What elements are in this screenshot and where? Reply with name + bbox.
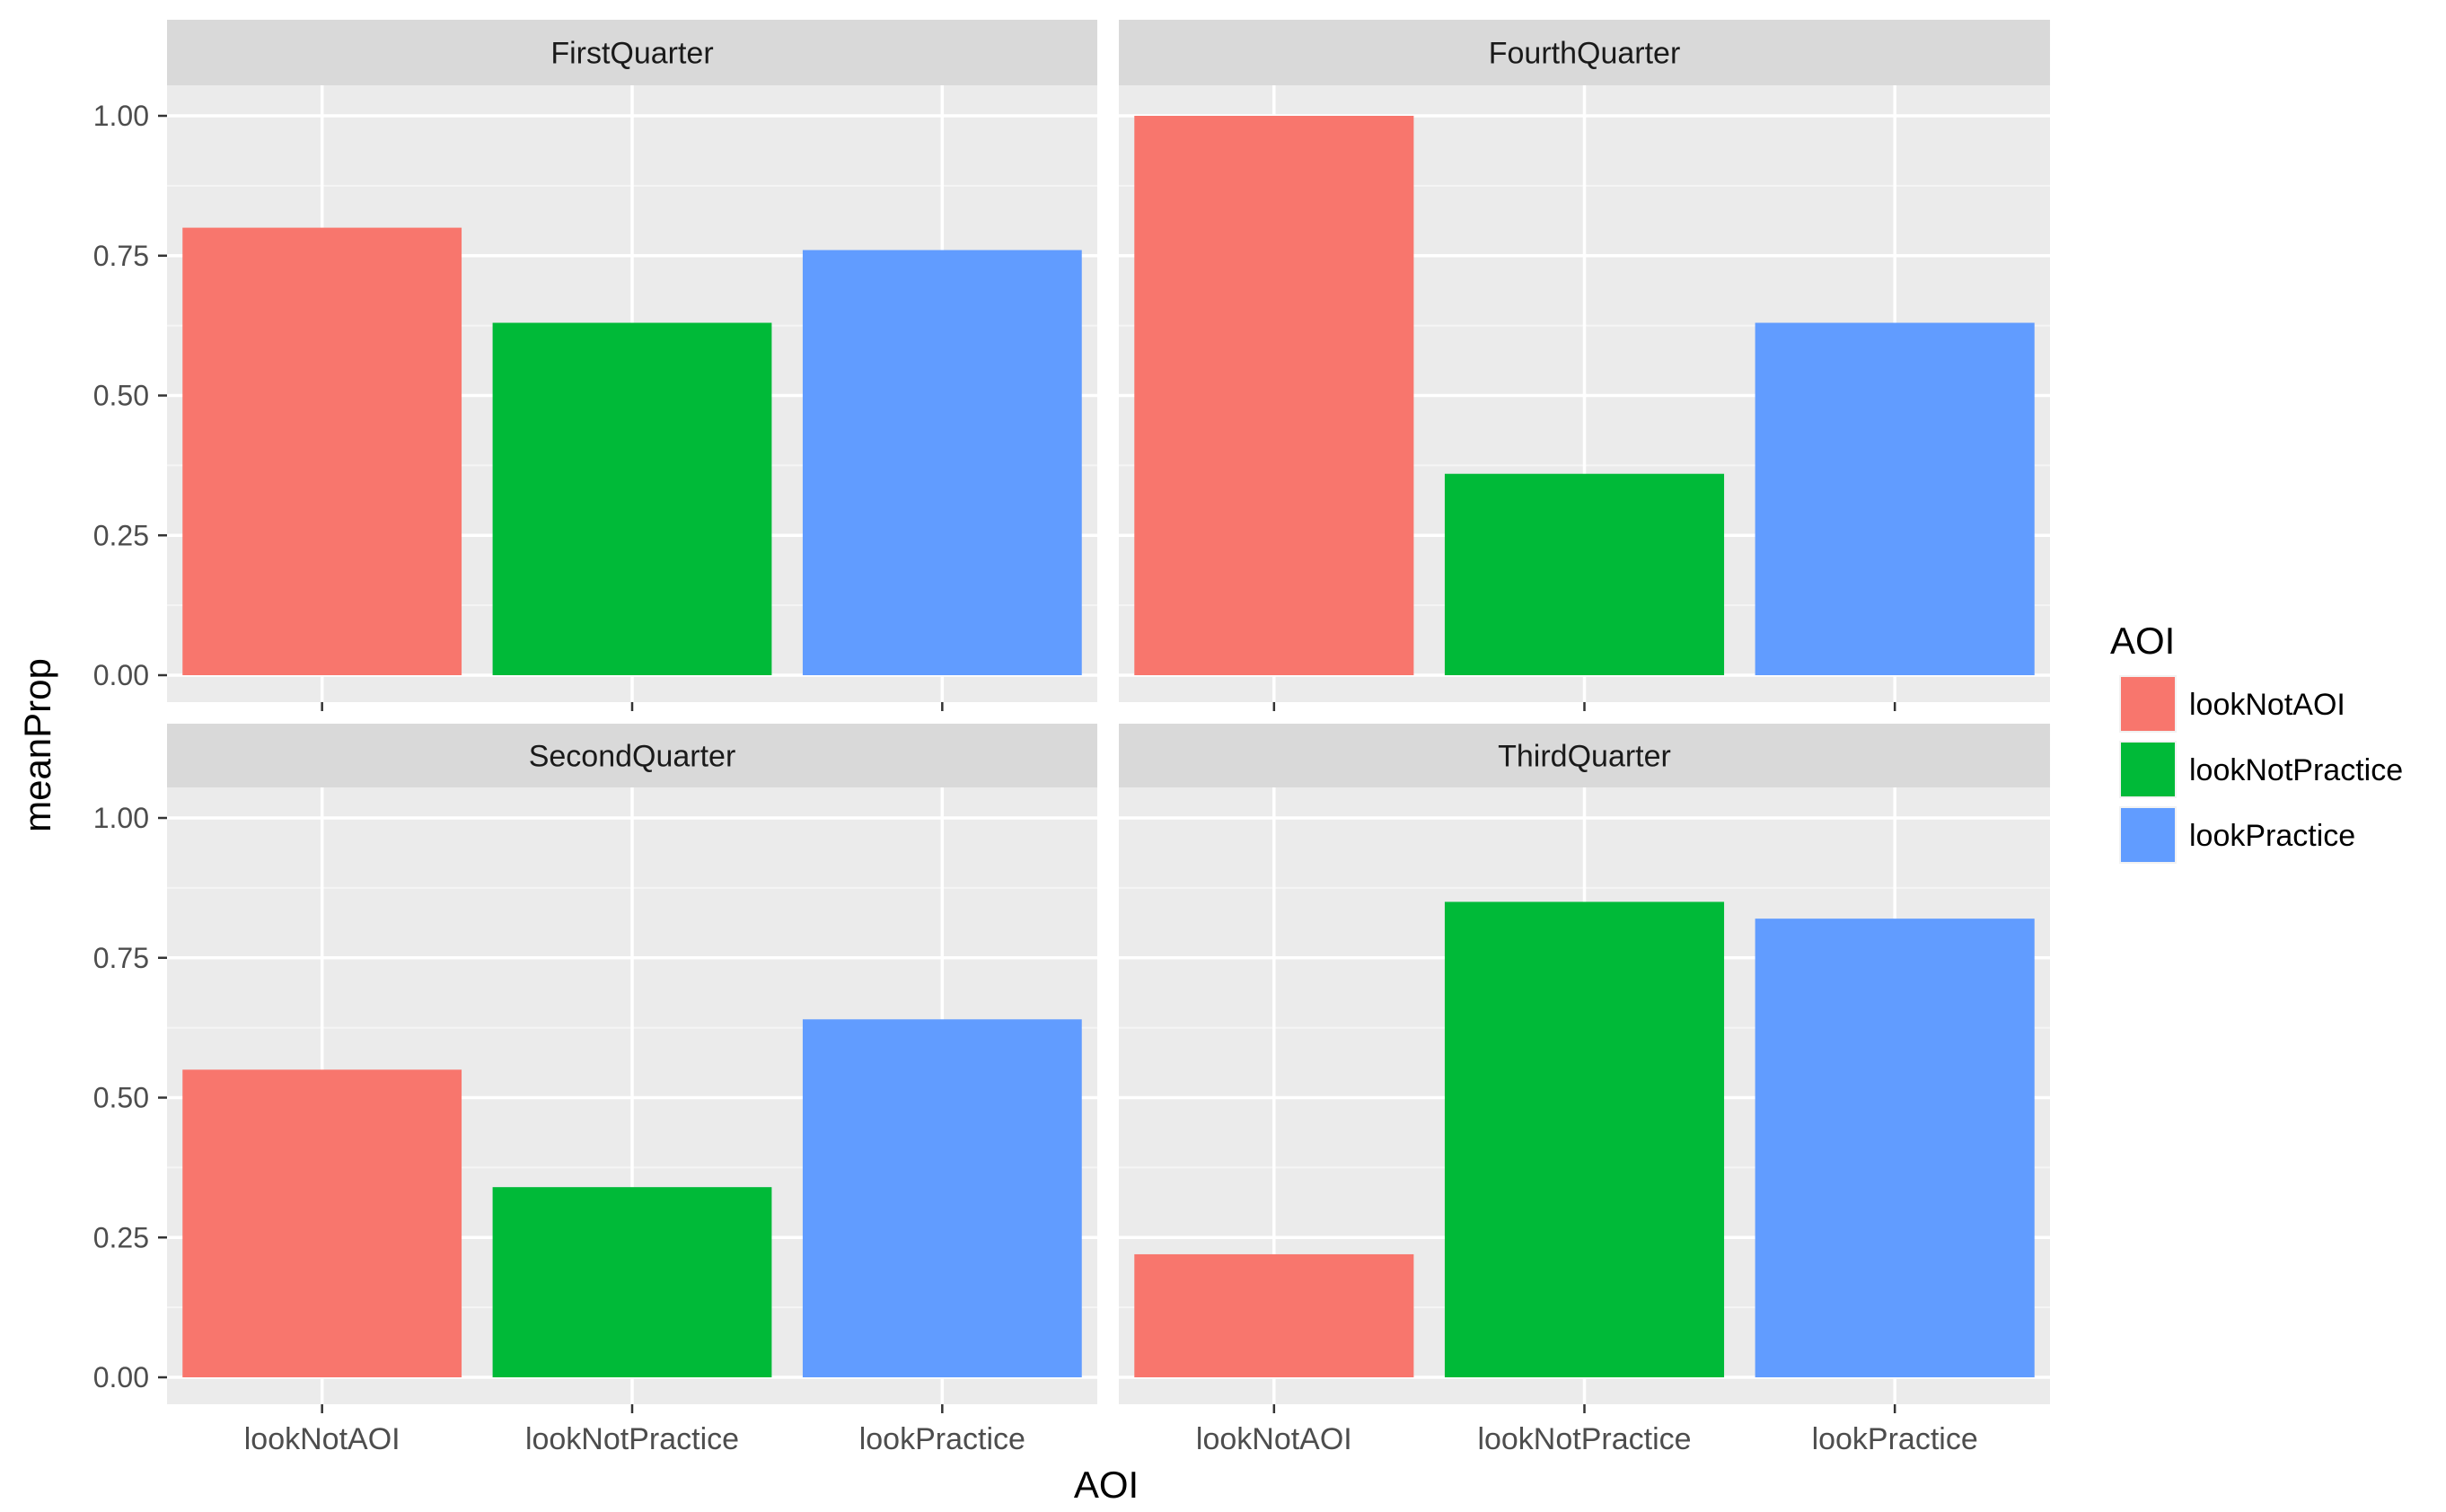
y-tick-label: 0.75 [93,942,149,974]
x-tick-label: lookNotAOI [244,1422,400,1456]
legend-label: lookNotPractice [2189,753,2403,787]
y-tick-label: 0.50 [93,380,149,412]
facet-strip-title: ThirdQuarter [1498,740,1671,774]
bar-lookNotAOI [182,227,462,675]
bar-lookNotAOI [182,1069,462,1377]
y-axis-title: meanProp [16,658,58,832]
facet-strip [167,724,1097,787]
facet-strip-title: SecondQuarter [529,740,736,774]
facet-strip-title: FourthQuarter [1489,37,1681,71]
x-tick-label: lookNotPractice [525,1422,739,1456]
bar-lookPractice [1755,919,2035,1377]
y-tick-label: 0.75 [93,240,149,272]
bar-lookNotAOI [1134,1253,1414,1377]
x-tick-label: lookNotAOI [1196,1422,1352,1456]
x-tick-label: lookPractice [859,1422,1025,1456]
y-tick-label: 1.00 [93,100,149,132]
y-tick-label: 0.00 [93,659,149,691]
panel-FourthQuarter: FourthQuarter [1119,20,2050,702]
bar-lookNotPractice [492,1187,772,1377]
legend-key-lookNotPractice [2121,743,2175,796]
legend: AOI lookNotAOI lookNotPractice lookPractic… [2110,620,2403,864]
panel-SecondQuarter: SecondQuarter [167,724,1097,1404]
panel-FirstQuarter: FirstQuarter [167,20,1097,702]
y-tick-label: 0.50 [93,1082,149,1114]
legend-label: lookPractice [2189,819,2355,853]
legend-label: lookNotAOI [2189,688,2345,722]
legend-key-lookNotAOI [2121,677,2175,731]
panel-ThirdQuarter: ThirdQuarter [1119,724,2050,1404]
bar-lookNotPractice [1444,473,1725,675]
y-tick-label: 0.00 [93,1361,149,1393]
legend-entries: lookNotAOI lookNotPractice lookPractice [2119,675,2403,864]
legend-title: AOI [2110,620,2175,662]
bar-lookNotAOI [1134,116,1414,675]
x-tick-label: lookPractice [1812,1422,1978,1456]
facet-strip [167,20,1097,85]
bar-lookNotPractice [492,322,772,675]
x-axis-title: AOI [1074,1464,1139,1506]
bar-lookNotPractice [1444,901,1725,1377]
y-tick-label: 0.25 [93,519,149,551]
y-tick-label: 0.25 [93,1221,149,1253]
axes-layer: 0.00 0.25 0.50 0.75 1.00 0.00 0.25 0.50 0.75 1.00… [93,100,1978,1456]
facet-strip [1119,20,2050,85]
panels-layer: FirstQuarter FourthQuarter SecondQuarter Th… [167,20,2050,1404]
y-tick-label: 1.00 [93,802,149,834]
bar-lookPractice [802,1019,1082,1377]
facet-strip-title: FirstQuarter [550,37,713,71]
x-tick-label: lookNotPractice [1477,1422,1691,1456]
bar-lookPractice [1755,322,2035,675]
legend-key-lookPractice [2121,808,2175,862]
bar-lookPractice [802,250,1082,675]
facet-strip [1119,724,2050,787]
